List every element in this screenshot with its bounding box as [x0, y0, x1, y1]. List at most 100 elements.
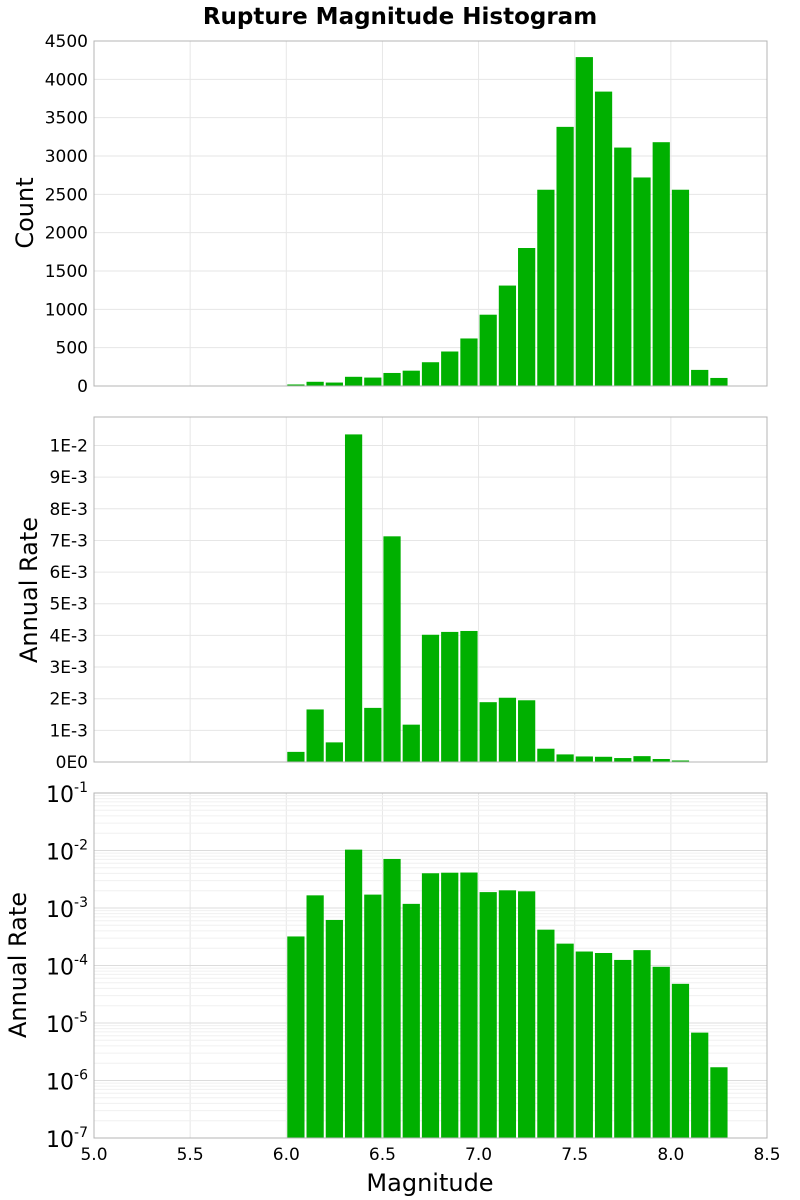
- bar: [421, 362, 440, 386]
- bar: [383, 372, 401, 386]
- y-tick-label: 7E-3: [49, 531, 88, 551]
- bar: [671, 983, 690, 1138]
- y-tick-label: 1500: [45, 262, 88, 282]
- y-tick-label: 3E-3: [49, 658, 88, 678]
- plot-frame: [93, 792, 768, 1139]
- y-tick-label: 5E-3: [49, 595, 88, 615]
- bar: [479, 702, 497, 762]
- bar: [479, 314, 497, 386]
- rate-log-y-axis-label: Annual Rate: [4, 892, 32, 1038]
- bar: [518, 248, 536, 386]
- bar: [325, 382, 343, 386]
- y-tick-label: 2000: [45, 224, 88, 244]
- y-tick-label: 2500: [45, 185, 88, 205]
- y-tick-label: 3500: [45, 109, 88, 129]
- rate-linear-y-axis-label: Annual Rate: [15, 517, 43, 663]
- bar: [364, 707, 382, 762]
- bar: [633, 950, 651, 1138]
- bar: [344, 849, 363, 1138]
- y-tick-label: 10-7: [46, 1125, 88, 1153]
- bar: [383, 536, 401, 762]
- y-tick-label: 4000: [45, 70, 88, 90]
- y-tick-label: 0: [77, 377, 88, 397]
- bar: [498, 697, 517, 762]
- y-tick-label: 1E-3: [49, 721, 88, 741]
- bar: [441, 872, 459, 1138]
- bar: [594, 952, 613, 1138]
- x-tick-label: 5.5: [177, 1145, 204, 1165]
- y-tick-label: 8E-3: [49, 500, 88, 520]
- bar: [556, 754, 574, 762]
- bar: [325, 742, 343, 762]
- y-tick-label: 4E-3: [49, 626, 88, 646]
- x-axis-label: Magnitude: [366, 1169, 493, 1197]
- bar: [460, 338, 478, 386]
- x-tick-label: 5.0: [80, 1145, 107, 1165]
- y-tick-label: 2E-3: [49, 690, 88, 710]
- y-tick-label: 3000: [45, 147, 88, 167]
- bar: [652, 142, 670, 386]
- annual-rate-linear-panel: 0E0 1E-3 2E-3 3E-3 4E-3 5E-3 6E-3 7E-3 8E-3 9E-3 1…: [49, 416, 768, 773]
- bar: [383, 858, 401, 1138]
- bar: [460, 630, 478, 762]
- bar: [537, 189, 555, 386]
- y-tick-label: 1000: [45, 300, 88, 320]
- y-tick-label: 6E-3: [49, 563, 88, 583]
- y-tick-label: 9E-3: [49, 468, 88, 488]
- bar: [710, 377, 728, 386]
- bar: [498, 285, 517, 386]
- y-tick-label: 10-2: [46, 838, 88, 866]
- count-y-axis-label: Count: [11, 177, 39, 248]
- annual-rate-log-panel: 10-7 10-6 10-5 10-4 10-3 10-2 10-1 5.0 5.5 6.0 6.5…: [46, 780, 780, 1165]
- bar: [537, 929, 555, 1138]
- bar: [614, 147, 632, 386]
- y-tick-label: 10-6: [46, 1068, 88, 1096]
- bar: [575, 756, 593, 762]
- y-tick-label: 500: [56, 339, 88, 359]
- y-tick-label: 4500: [45, 32, 88, 52]
- bar: [344, 376, 363, 386]
- bar: [691, 1032, 709, 1138]
- bar: [402, 903, 420, 1138]
- bar: [652, 758, 670, 762]
- bar: [633, 177, 651, 386]
- bar: [306, 709, 324, 762]
- bar: [441, 631, 459, 762]
- y-tick-label: 10-3: [46, 895, 88, 923]
- bar: [594, 91, 613, 386]
- bar: [364, 377, 382, 386]
- bar: [498, 890, 517, 1138]
- bar: [479, 892, 497, 1138]
- bar: [421, 873, 440, 1138]
- x-tick-label: 8.0: [657, 1145, 684, 1165]
- bar: [556, 126, 574, 386]
- bar: [402, 724, 420, 762]
- plot-frame: [93, 40, 768, 387]
- x-tick-label: 7.0: [465, 1145, 492, 1165]
- bar: [518, 700, 536, 762]
- bar: [671, 760, 690, 762]
- bar: [518, 891, 536, 1138]
- plot-frame: [93, 416, 768, 763]
- bar: [556, 943, 574, 1138]
- y-tick-label: 1E-2: [49, 436, 88, 456]
- bar: [344, 434, 363, 762]
- x-tick-label: 8.5: [753, 1145, 780, 1165]
- x-tick-label: 6.5: [369, 1145, 396, 1165]
- x-tick-label: 6.0: [273, 1145, 300, 1165]
- bar: [306, 895, 324, 1138]
- y-tick-label: 10-1: [46, 780, 88, 808]
- bar: [614, 959, 632, 1138]
- bar: [306, 381, 324, 386]
- chart-title: Rupture Magnitude Histogram: [203, 4, 597, 30]
- y-tick-label: 10-5: [46, 1010, 88, 1038]
- bar: [633, 756, 651, 762]
- bar: [460, 872, 478, 1138]
- bar: [575, 951, 593, 1138]
- bar: [287, 751, 305, 762]
- bar: [652, 966, 670, 1138]
- bar: [537, 748, 555, 762]
- y-tick-label: 0E0: [56, 753, 88, 773]
